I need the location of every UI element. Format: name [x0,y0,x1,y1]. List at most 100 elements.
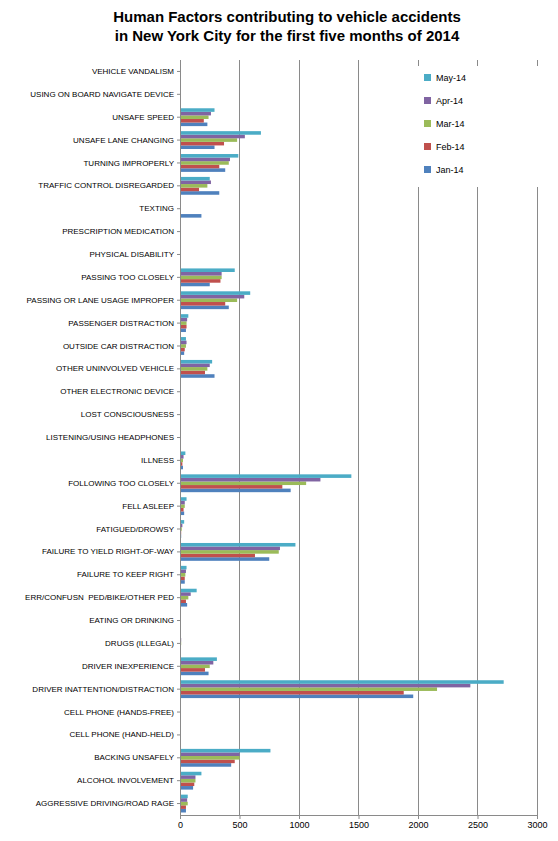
y-tick: DRIVER INEXPERIENCE [82,662,180,671]
chart-title: Human Factors contributing to vehicle ac… [113,8,461,44]
y-tick-mark [177,574,180,575]
y-tick: TEXTING [139,204,180,213]
y-tick-mark [177,414,180,415]
y-tick-mark [177,551,180,552]
legend-entry: Apr-14 [424,96,463,106]
x-tick-mark [299,815,300,819]
y-tick-label: CELL PHONE (HAND-HELD) [69,730,174,739]
bar [180,589,197,593]
y-tick-mark [177,483,180,484]
y-tick: OUTSIDE CAR DISTRACTION [63,342,180,351]
y-tick: LOST CONSCIOUSNESS [81,410,180,419]
y-tick-label: BACKING UNSAFELY [94,753,175,762]
legend-label: May-14 [436,73,466,83]
x-axis: 050010001500200025003000 [178,815,548,830]
y-tick: PASSING TOO CLOSELY [81,273,180,282]
y-tick-label: FAILURE TO KEEP RIGHT [77,570,174,579]
y-tick-mark [177,734,180,735]
series [180,63,504,799]
x-tick-label: 500 [232,820,247,830]
bar [180,291,250,295]
y-tick-label: PASSING OR LANE USAGE IMPROPER [27,296,175,305]
y-tick-mark [177,117,180,118]
bar [180,191,219,195]
y-tick-label: LOST CONSCIOUSNESS [81,410,174,419]
bar [180,489,291,493]
bar [180,168,225,172]
legend-swatch [424,120,431,127]
x-tick: 2500 [468,815,488,830]
chart-container: Human Factors contributing to vehicle ac… [0,0,558,841]
bar [180,298,237,302]
y-tick-label: OUTSIDE CAR DISTRACTION [63,342,174,351]
y-tick-label: PASSING TOO CLOSELY [81,273,174,282]
x-tick-label: 2500 [468,820,488,830]
bar [180,279,220,283]
y-tick-label: EATING OR DRINKING [89,616,174,625]
y-tick-mark [177,368,180,369]
series [180,77,413,813]
y-tick-label: OTHER ELECTRONIC DEVICE [60,387,174,396]
bar [180,145,215,149]
y-tick: AGGRESSIVE DRIVING/ROAD RAGE [36,799,180,808]
bar [180,668,205,672]
bar [180,295,244,299]
y-tick-label: TRAFFIC CONTROL DISREGARDED [38,181,174,190]
legend-label: Mar-14 [436,119,465,129]
y-tick: LISTENING/USING HEADPHONES [46,433,180,442]
chart-title-line: Human Factors contributing to vehicle ac… [113,8,461,25]
y-tick: ALCOHOL INVOLVEMENT [77,776,180,785]
y-tick-mark [177,391,180,392]
y-tick: UNSAFE LANE CHANGING [73,136,180,145]
y-tick-mark [177,620,180,621]
y-tick-label: UNSAFE LANE CHANGING [73,136,174,145]
x-tick-label: 3000 [527,820,547,830]
bar [180,115,209,119]
bar [180,680,504,684]
y-tick-label: PRESCRIPTION MEDICATION [62,227,174,236]
y-tick: CELL PHONE (HANDS-FREE) [64,708,180,717]
y-tick-mark [177,666,180,667]
y-tick-label: VEHICLE VANDALISM [92,67,174,76]
bar [180,478,320,482]
y-tick-label: ALCOHOL INVOLVEMENT [77,776,174,785]
y-tick-mark [177,780,180,781]
bar [180,550,279,554]
bar [180,154,238,158]
bar [180,543,295,547]
y-tick-label: FATIGUED/DROWSY [96,525,174,534]
legend-label: Feb-14 [436,142,465,152]
bar [180,474,351,478]
bar [180,108,215,112]
legend-entry: May-14 [424,73,466,83]
x-tick: 1500 [349,815,369,830]
y-tick: ERR/CONFUSN PED/BIKE/OTHER PED [25,593,180,602]
bar [180,657,217,661]
y-tick-label: TURNING IMPROPERLY [83,159,174,168]
x-tick: 2000 [408,815,428,830]
y-tick: VEHICLE VANDALISM [92,67,180,76]
y-tick-label: FAILURE TO YIELD RIGHT-OF-WAY [42,547,175,556]
bar [180,306,229,310]
bar [180,374,215,378]
y-tick-mark [177,597,180,598]
bar [180,112,211,116]
bar [180,364,210,368]
legend-swatch [424,143,431,150]
y-tick-label: OTHER UNINVOLVED VEHICLE [56,364,174,373]
bar [180,180,211,184]
bar [180,123,207,127]
bar [180,760,235,764]
y-tick: BACKING UNSAFELY [94,753,180,762]
bar [180,276,222,280]
x-tick: 3000 [527,815,547,830]
bar [180,318,187,322]
bar [180,367,207,371]
y-tick: DRUGS (ILLEGAL) [105,639,180,648]
y-tick: FAILURE TO KEEP RIGHT [77,570,180,579]
y-tick-mark [177,437,180,438]
bar [180,695,413,699]
x-tick: 1000 [289,815,309,830]
y-tick-mark [177,94,180,95]
legend-entry: Jan-14 [424,165,464,175]
